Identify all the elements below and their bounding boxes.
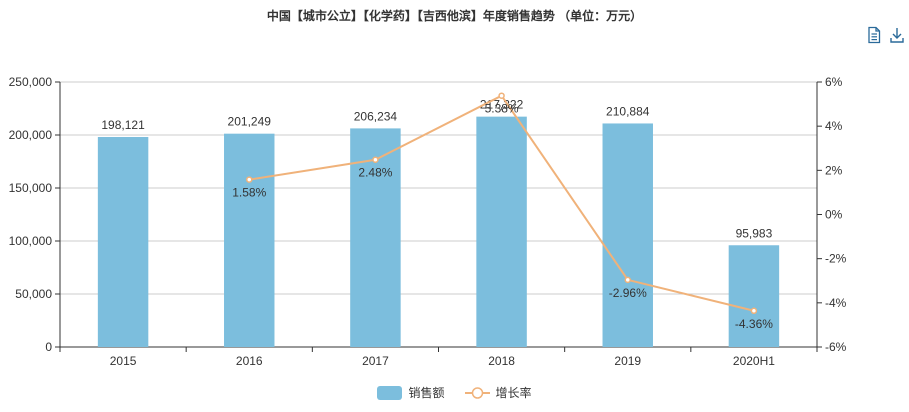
chart-title: 中国【城市公立】【化学药】【吉西他滨】年度销售趋势 （单位：万元） [266, 9, 643, 23]
legend-item-sales[interactable]: 销售额 [377, 384, 445, 401]
x-tick-label: 2019 [614, 354, 641, 368]
x-tick-label: 2020H1 [733, 354, 775, 368]
x-tick-label: 2018 [488, 354, 515, 368]
bar-value-label: 210,884 [606, 104, 650, 118]
x-tick-label: 2017 [362, 354, 389, 368]
x-tick-label: 2015 [110, 354, 137, 368]
y-left-tick-label: 150,000 [9, 181, 53, 195]
legend-label-sales: 销售额 [408, 386, 445, 400]
growth-point [498, 92, 505, 99]
growth-point [750, 307, 758, 315]
legend: 销售额 增长率 [0, 384, 909, 401]
growth-value-label: 5.38% [485, 102, 519, 116]
legend-item-growth[interactable]: 增长率 [464, 384, 532, 401]
growth-value-label: 2.48% [358, 166, 392, 180]
growth-point [246, 176, 253, 183]
growth-value-label: 1.58% [232, 186, 266, 200]
y-right-tick-label: -2% [825, 252, 847, 266]
bar [728, 245, 780, 347]
bar [476, 116, 527, 348]
y-left-tick-label: 200,000 [9, 128, 53, 142]
bar [224, 133, 275, 347]
bar-value-label: 201,249 [228, 115, 272, 129]
growth-point [624, 276, 631, 284]
bar-value-label: 198,121 [101, 118, 145, 132]
bar-value-label: 95,983 [736, 226, 773, 240]
y-right-tick-label: 6% [825, 75, 843, 89]
y-left-tick-label: 100,000 [9, 234, 53, 248]
growth-value-label: -4.36% [735, 317, 773, 331]
y-right-tick-label: 4% [825, 119, 843, 133]
legend-line-swatch [464, 386, 490, 399]
bar-value-label: 206,234 [354, 109, 398, 123]
y-left-tick-label: 250,000 [9, 75, 53, 89]
legend-bar-swatch [377, 385, 403, 400]
bar [350, 128, 401, 347]
y-right-tick-label: 0% [825, 208, 843, 222]
growth-value-label: -2.96% [609, 286, 647, 300]
y-right-tick-label: -6% [825, 340, 847, 354]
bar [97, 136, 149, 347]
x-tick-label: 2016 [236, 354, 263, 368]
legend-label-growth: 增长率 [495, 386, 532, 400]
y-left-tick-label: 0 [45, 340, 52, 354]
download-icon[interactable] [889, 26, 905, 44]
growth-point [372, 156, 379, 163]
bar [602, 123, 653, 348]
y-left-tick-label: 50,000 [15, 287, 52, 301]
y-right-tick-label: 2% [825, 163, 843, 177]
document-icon[interactable] [866, 26, 882, 44]
y-right-tick-label: -4% [825, 296, 847, 310]
